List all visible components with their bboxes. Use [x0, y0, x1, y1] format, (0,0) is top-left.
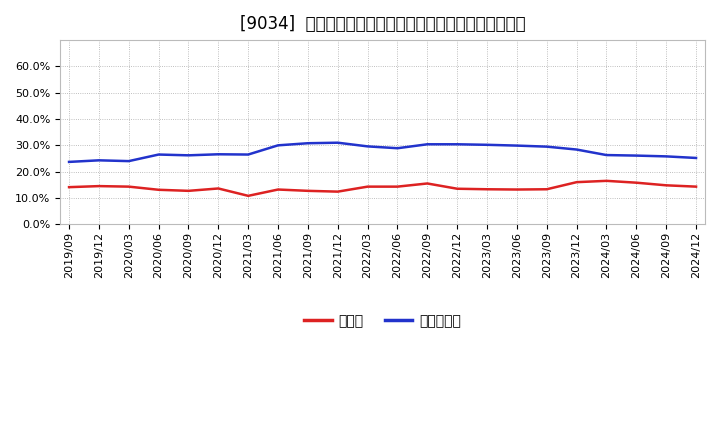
Title: [9034]  現預金、有利子負債の総資産に対する比率の推移: [9034] 現預金、有利子負債の総資産に対する比率の推移 — [240, 15, 526, 33]
Legend: 現預金, 有利子負債: 現預金, 有利子負債 — [298, 308, 467, 334]
